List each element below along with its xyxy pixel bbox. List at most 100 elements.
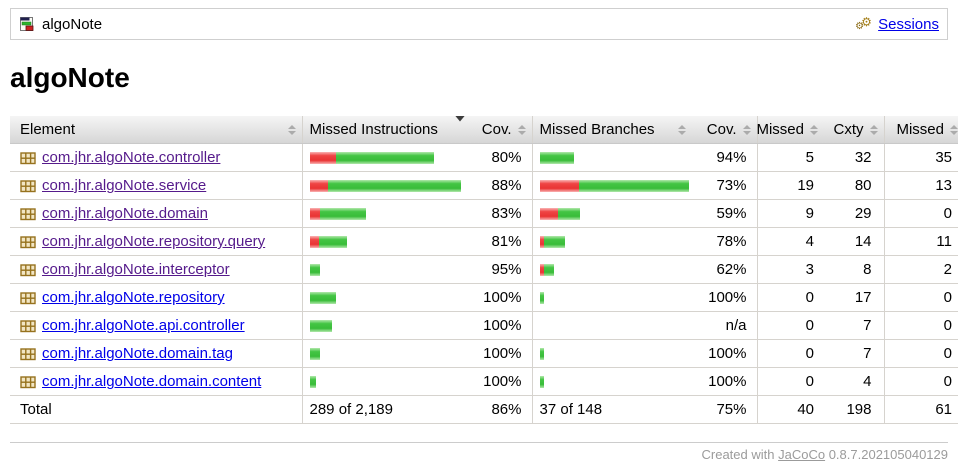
- missed-cxty: 0: [756, 311, 824, 340]
- column-header-cov-branches[interactable]: Cov.: [692, 116, 757, 144]
- package-link[interactable]: com.jhr.algoNote.repository.query: [42, 233, 266, 250]
- session-icon: ⚙ ⚙: [855, 15, 872, 32]
- package-icon: [20, 234, 36, 250]
- total-branches-coverage: 75%: [692, 395, 757, 424]
- column-header-missed-branches[interactable]: Missed Branches: [531, 116, 692, 144]
- sort-icon: [869, 124, 878, 135]
- report-icon: [19, 16, 35, 32]
- total-instructions: 289 of 2,189: [301, 395, 465, 424]
- instructions-bar: [309, 319, 466, 332]
- branches-coverage: 73%: [692, 171, 757, 200]
- package-link[interactable]: com.jhr.algoNote.domain: [42, 205, 208, 222]
- cxty: 14: [824, 227, 884, 256]
- column-header-cov-instructions[interactable]: Cov.: [465, 116, 532, 144]
- package-icon: [20, 262, 36, 278]
- cxty: 7: [824, 311, 884, 340]
- missed-cxty: 0: [756, 283, 824, 312]
- instructions-coverage: 100%: [465, 311, 532, 340]
- instructions-coverage: 88%: [465, 171, 532, 200]
- table-row: com.jhr.algoNote.domain.content 100% 100…: [10, 367, 958, 396]
- branches-bar: [539, 207, 693, 220]
- missed-lines: 0: [883, 339, 958, 368]
- branches-coverage: 78%: [692, 227, 757, 256]
- branches-bar: [539, 179, 693, 192]
- instructions-bar: [309, 235, 466, 248]
- missed-cxty: 0: [756, 367, 824, 396]
- package-icon: [20, 178, 36, 194]
- table-header-row: Element Missed Instructions Cov. Missed …: [10, 116, 958, 144]
- branches-bar: [539, 263, 693, 276]
- package-link[interactable]: com.jhr.algoNote.interceptor: [42, 261, 230, 278]
- instructions-bar: [309, 151, 466, 164]
- table-row: com.jhr.algoNote.repository 100% 100% 0 …: [10, 283, 958, 312]
- package-link[interactable]: com.jhr.algoNote.repository: [42, 289, 225, 306]
- instructions-coverage: 80%: [465, 143, 532, 172]
- instructions-coverage: 81%: [465, 227, 532, 256]
- total-cxty: 198: [824, 395, 884, 424]
- branches-coverage: 100%: [692, 339, 757, 368]
- missed-cxty: 0: [756, 339, 824, 368]
- footer-version: 0.8.7.202105040129: [828, 447, 948, 462]
- cxty: 32: [824, 143, 884, 172]
- sort-icon: [517, 124, 526, 135]
- package-icon: [20, 206, 36, 222]
- page-title: algoNote: [10, 62, 130, 93]
- column-header-missed-lines[interactable]: Missed: [883, 116, 958, 144]
- missed-cxty: 5: [756, 143, 824, 172]
- breadcrumb: algoNote ⚙ ⚙ Sessions: [10, 8, 948, 40]
- package-link[interactable]: com.jhr.algoNote.domain.content: [42, 373, 262, 390]
- jacoco-link[interactable]: JaCoCo: [778, 447, 826, 462]
- instructions-bar: [309, 179, 466, 192]
- table-row: com.jhr.algoNote.interceptor 95% 62% 3 8…: [10, 255, 958, 284]
- package-link[interactable]: com.jhr.algoNote.domain.tag: [42, 345, 233, 362]
- missed-cxty: 19: [756, 171, 824, 200]
- table-row: com.jhr.algoNote.domain.tag 100% 100% 0 …: [10, 339, 958, 368]
- sessions-link[interactable]: Sessions: [878, 15, 939, 33]
- branches-coverage: 59%: [692, 199, 757, 228]
- missed-lines: 0: [883, 311, 958, 340]
- instructions-bar: [309, 263, 466, 276]
- column-header-missed-instructions[interactable]: Missed Instructions: [301, 116, 465, 144]
- branches-bar: [539, 291, 693, 304]
- branches-bar: [539, 151, 693, 164]
- package-link[interactable]: com.jhr.algoNote.service: [42, 177, 207, 194]
- instructions-coverage: 83%: [465, 199, 532, 228]
- cxty: 80: [824, 171, 884, 200]
- sort-icon: [810, 124, 818, 135]
- instructions-coverage: 100%: [465, 283, 532, 312]
- cxty: 4: [824, 367, 884, 396]
- missed-lines: 13: [883, 171, 958, 200]
- sort-icon: [287, 124, 296, 135]
- table-row: com.jhr.algoNote.domain 83% 59% 9 29 0: [10, 199, 958, 228]
- package-icon: [20, 290, 36, 306]
- instructions-bar: [309, 347, 466, 360]
- branches-bar: [539, 375, 693, 388]
- package-link[interactable]: com.jhr.algoNote.controller: [42, 149, 221, 166]
- instructions-bar: [309, 375, 466, 388]
- package-link[interactable]: com.jhr.algoNote.api.controller: [42, 317, 245, 334]
- missed-lines: 0: [883, 367, 958, 396]
- column-header-cxty[interactable]: Cxty: [824, 116, 884, 144]
- branches-bar: [539, 235, 693, 248]
- missed-cxty: 3: [756, 255, 824, 284]
- package-icon: [20, 346, 36, 362]
- table-row: com.jhr.algoNote.controller 80% 94% 5 32…: [10, 143, 958, 172]
- missed-lines: 35: [883, 143, 958, 172]
- missed-cxty: 9: [756, 199, 824, 228]
- missed-cxty: 4: [756, 227, 824, 256]
- instructions-coverage: 95%: [465, 255, 532, 284]
- table-row: com.jhr.algoNote.api.controller 100% n/a…: [10, 311, 958, 340]
- missed-lines: 11: [883, 227, 958, 256]
- instructions-bar: [309, 291, 466, 304]
- branches-coverage: 94%: [692, 143, 757, 172]
- total-row: Total 289 of 2,189 86% 37 of 148 75% 40 …: [10, 395, 958, 424]
- coverage-table: Element Missed Instructions Cov. Missed …: [10, 116, 958, 424]
- column-header-missed-cxty[interactable]: Missed: [756, 116, 824, 144]
- column-header-element[interactable]: Element: [10, 116, 302, 144]
- sort-desc-icon: [454, 116, 465, 138]
- table-row: com.jhr.algoNote.repository.query 81% 78…: [10, 227, 958, 256]
- total-instructions-coverage: 86%: [465, 395, 532, 424]
- total-missed-lines: 61: [883, 395, 958, 424]
- branches-bar: [540, 320, 693, 332]
